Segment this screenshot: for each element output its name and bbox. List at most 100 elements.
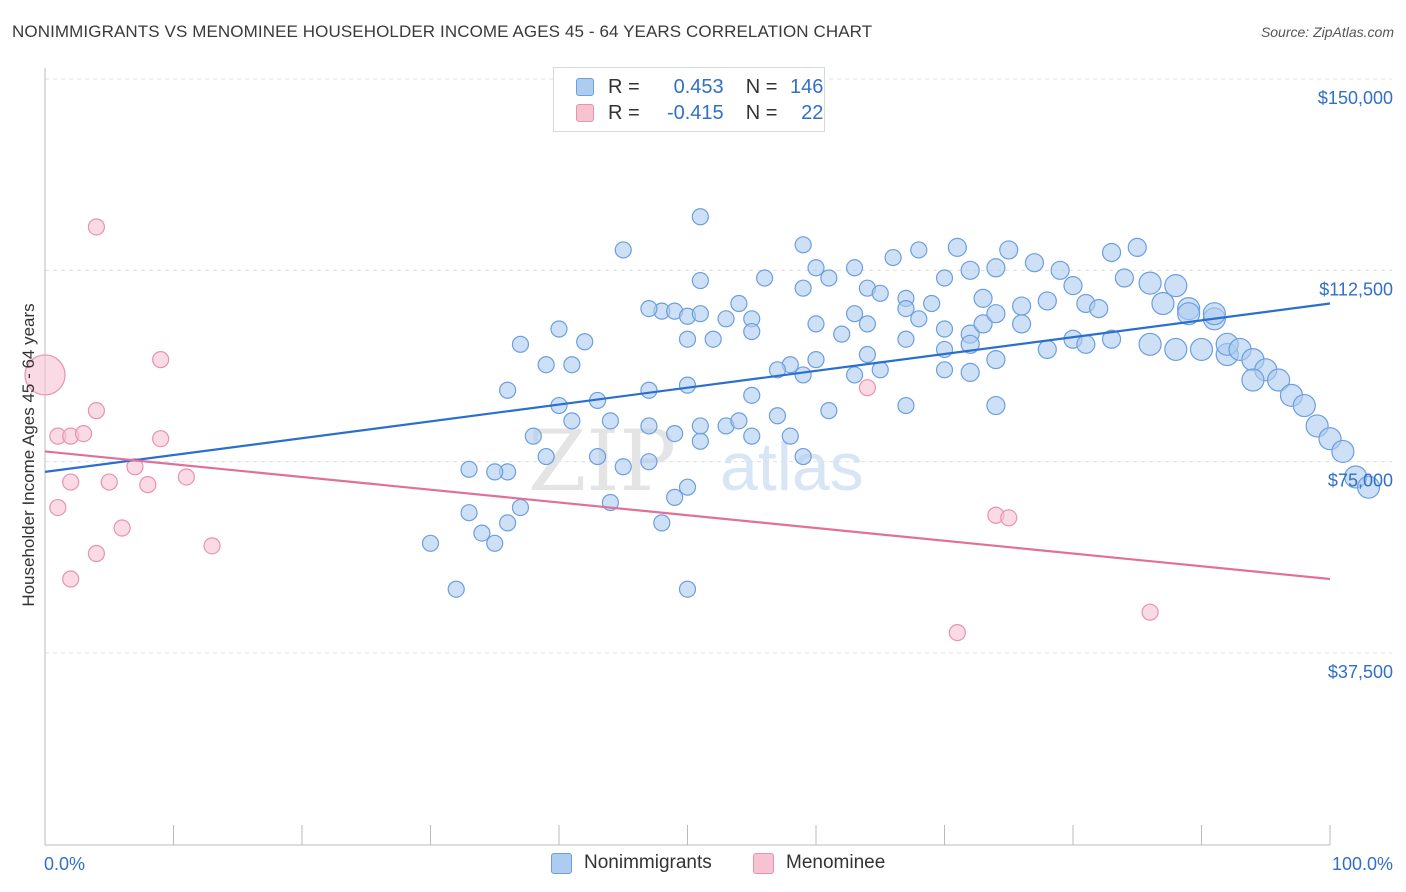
legend-n-label: N = xyxy=(745,101,778,124)
data-point-nonimmigrants xyxy=(499,381,517,399)
axes xyxy=(44,68,1331,846)
data-point-nonimmigrants xyxy=(871,284,889,302)
data-point-nonimmigrants xyxy=(833,325,851,343)
menominee-points xyxy=(24,218,1159,642)
trend-line-menominee xyxy=(44,450,1331,581)
data-point-nonimmigrants xyxy=(640,417,658,435)
y-tick-label: $75,000 xyxy=(1328,471,1393,491)
data-point-nonimmigrants xyxy=(486,463,504,481)
series-swatch-pink xyxy=(753,852,774,874)
y-axis-label: Householder Income Ages 45 - 64 years xyxy=(19,303,38,606)
data-point-nonimmigrants xyxy=(1331,439,1355,464)
data-point-nonimmigrants xyxy=(678,330,697,348)
data-point-nonimmigrants xyxy=(923,294,941,313)
data-point-nonimmigrants xyxy=(897,330,915,348)
data-point-nonimmigrants xyxy=(730,412,748,430)
data-point-nonimmigrants xyxy=(884,248,902,267)
data-point-menominee xyxy=(74,425,93,443)
data-point-nonimmigrants xyxy=(986,395,1006,416)
data-point-nonimmigrants xyxy=(1089,299,1109,319)
data-point-nonimmigrants xyxy=(1202,302,1226,326)
data-point-menominee xyxy=(1000,509,1018,527)
data-point-menominee xyxy=(87,218,106,236)
series-swatch-blue xyxy=(551,852,572,874)
data-point-menominee xyxy=(49,498,67,517)
data-point-nonimmigrants xyxy=(935,320,954,338)
y-tick-label: $150,000 xyxy=(1318,88,1393,108)
data-point-nonimmigrants xyxy=(640,381,658,399)
data-point-nonimmigrants xyxy=(1011,314,1032,334)
data-point-nonimmigrants xyxy=(960,260,980,280)
data-point-nonimmigrants xyxy=(858,345,877,364)
data-point-nonimmigrants xyxy=(1189,337,1214,362)
data-point-nonimmigrants xyxy=(1050,260,1070,280)
data-point-nonimmigrants xyxy=(935,269,954,287)
legend-r-value: 0.453 xyxy=(673,75,724,98)
data-point-nonimmigrants xyxy=(794,279,812,297)
data-point-nonimmigrants xyxy=(1177,302,1201,326)
data-point-menominee xyxy=(152,430,170,448)
data-point-nonimmigrants xyxy=(460,504,478,522)
data-point-nonimmigrants xyxy=(717,310,735,328)
y-tick-labels: $37,500 $75,000 $112,500 $150,000 xyxy=(1318,88,1393,682)
data-point-nonimmigrants xyxy=(614,241,632,259)
data-point-nonimmigrants xyxy=(537,447,555,466)
data-point-nonimmigrants xyxy=(678,376,697,394)
data-point-nonimmigrants xyxy=(897,396,915,415)
data-point-nonimmigrants xyxy=(1164,274,1188,298)
data-point-menominee xyxy=(152,351,170,369)
data-point-nonimmigrants xyxy=(666,425,684,443)
data-point-nonimmigrants xyxy=(1011,296,1032,316)
legend: R = 0.453 N = 146 R = -0.415 N = 22 xyxy=(553,67,825,132)
data-point-menominee xyxy=(1141,603,1159,621)
data-point-nonimmigrants xyxy=(1164,337,1188,362)
data-point-nonimmigrants xyxy=(743,322,761,341)
data-point-nonimmigrants xyxy=(1292,393,1316,418)
data-point-nonimmigrants xyxy=(845,366,864,384)
data-point-nonimmigrants xyxy=(640,300,658,318)
data-point-nonimmigrants xyxy=(973,314,993,334)
data-point-nonimmigrants xyxy=(666,488,684,506)
data-point-nonimmigrants xyxy=(960,362,980,382)
data-point-nonimmigrants xyxy=(755,269,774,287)
data-point-nonimmigrants xyxy=(1356,475,1381,499)
data-point-nonimmigrants xyxy=(845,259,864,277)
legend-row-nonimmigrants: R = 0.453 N = 146 xyxy=(576,75,823,99)
data-point-nonimmigrants xyxy=(511,498,530,517)
data-point-nonimmigrants xyxy=(1037,339,1057,360)
data-point-nonimmigrants xyxy=(563,356,581,374)
data-point-nonimmigrants xyxy=(768,361,787,379)
data-point-nonimmigrants xyxy=(910,241,928,259)
data-point-menominee xyxy=(139,476,157,494)
data-point-nonimmigrants xyxy=(999,240,1019,260)
x-tick-label-max: 100.0% xyxy=(1332,854,1393,874)
data-point-nonimmigrants xyxy=(653,514,671,532)
data-point-nonimmigrants xyxy=(910,310,928,328)
data-point-nonimmigrants xyxy=(807,259,825,277)
data-point-menominee xyxy=(62,570,80,588)
data-point-nonimmigrants xyxy=(614,458,632,476)
data-point-nonimmigrants xyxy=(473,524,491,542)
data-point-nonimmigrants xyxy=(511,335,530,353)
data-point-nonimmigrants xyxy=(1114,268,1135,288)
data-point-nonimmigrants xyxy=(897,300,915,318)
data-point-nonimmigrants xyxy=(986,350,1006,370)
data-point-nonimmigrants xyxy=(1127,237,1147,257)
data-point-nonimmigrants xyxy=(845,305,864,323)
data-point-nonimmigrants xyxy=(973,288,993,308)
data-point-nonimmigrants xyxy=(807,351,825,369)
data-point-nonimmigrants xyxy=(1138,332,1162,356)
data-point-nonimmigrants xyxy=(1024,253,1045,273)
data-point-nonimmigrants xyxy=(447,580,465,598)
y-tick-label: $37,500 xyxy=(1328,662,1393,682)
data-point-nonimmigrants xyxy=(743,386,761,404)
data-point-menominee xyxy=(24,354,66,396)
data-point-nonimmigrants xyxy=(768,407,787,425)
data-point-nonimmigrants xyxy=(1151,291,1175,316)
data-point-nonimmigrants xyxy=(820,269,838,287)
series-legend-nonimmigrants: Nonimmigrants xyxy=(551,852,712,874)
data-point-nonimmigrants xyxy=(960,334,980,354)
data-point-nonimmigrants xyxy=(601,412,620,430)
trend-lines xyxy=(44,302,1331,581)
